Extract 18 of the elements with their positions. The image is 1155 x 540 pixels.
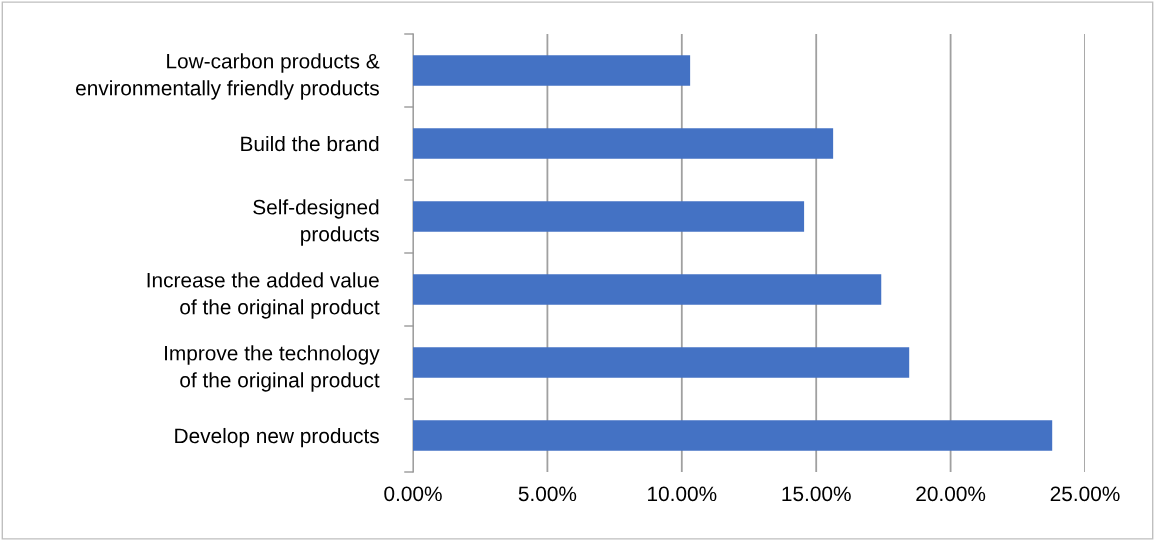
- x-tick-label: 0.00%: [384, 486, 442, 502]
- y-tick-label: Low-carbon products & environmentally friendly products: [76, 53, 380, 100]
- bar: [413, 201, 805, 232]
- x-tick-label: 20.00%: [916, 486, 986, 502]
- y-tick-label: Build the brand: [241, 135, 379, 152]
- bar: [413, 274, 882, 305]
- bar: [413, 347, 910, 378]
- y-tick-label: Improve the technology of the original product: [165, 345, 380, 392]
- y-tick-label: Self-designed products: [253, 199, 379, 246]
- y-tick-label: Develop new products: [175, 427, 379, 448]
- bar: [413, 420, 1053, 451]
- x-tick-label: 10.00%: [648, 486, 717, 502]
- x-tick-label: 5.00%: [518, 486, 577, 502]
- bar: [413, 55, 691, 86]
- x-tick-label: 15.00%: [782, 486, 851, 502]
- x-tick-label: 25.00%: [1050, 486, 1120, 502]
- bar: [413, 128, 834, 159]
- y-tick-label: Increase the added value of the original product: [147, 272, 380, 319]
